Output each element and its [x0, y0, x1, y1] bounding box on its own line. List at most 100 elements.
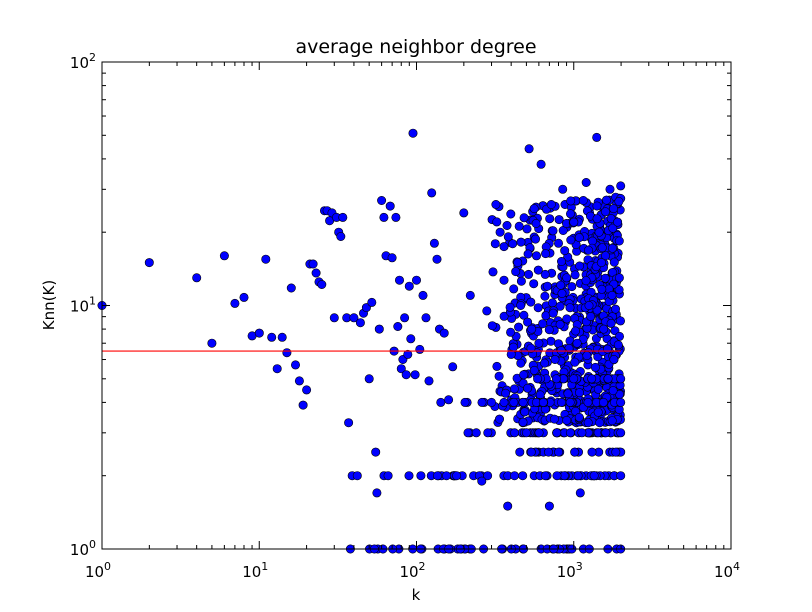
data-point: [355, 318, 365, 328]
data-point: [607, 416, 617, 426]
data-point: [570, 357, 580, 367]
data-point: [460, 397, 470, 407]
data-point: [513, 258, 523, 268]
data-point: [514, 221, 524, 231]
data-point: [503, 501, 513, 511]
data-point: [541, 249, 551, 259]
data-point: [527, 324, 537, 334]
data-point: [601, 195, 611, 205]
x-tick-label: 103: [557, 560, 583, 581]
data-point: [555, 319, 565, 329]
data-point: [519, 213, 529, 223]
data-point: [597, 284, 607, 294]
data-point: [230, 298, 240, 308]
data-point: [593, 407, 603, 417]
data-point: [601, 428, 611, 438]
data-point: [545, 214, 555, 224]
data-point: [338, 212, 348, 222]
data-point: [554, 215, 564, 225]
data-point: [609, 354, 619, 364]
data-point: [505, 302, 515, 312]
data-point: [374, 324, 384, 334]
data-point: [562, 273, 572, 283]
data-point: [535, 390, 545, 400]
data-point: [592, 214, 602, 224]
data-point: [491, 200, 501, 210]
data-point: [552, 471, 562, 481]
data-point: [311, 268, 321, 278]
data-point: [548, 308, 558, 318]
data-point: [616, 397, 626, 407]
data-point: [282, 348, 292, 358]
data-point: [523, 383, 533, 393]
data-point: [595, 418, 605, 428]
data-point: [574, 388, 584, 398]
data-point: [372, 488, 382, 498]
data-point: [533, 374, 543, 384]
data-point: [608, 386, 618, 396]
data-point: [615, 316, 625, 326]
y-tick-label: 101: [70, 295, 96, 316]
x-tick-label: 104: [714, 560, 740, 581]
data-point: [596, 258, 606, 268]
data-point: [599, 324, 609, 334]
x-tick-label: 102: [399, 560, 425, 581]
data-point: [543, 447, 553, 457]
data-point: [371, 447, 381, 457]
x-tick-labels: 100 101 102 103 104: [85, 560, 740, 581]
data-point: [329, 313, 339, 323]
data-point: [523, 317, 533, 327]
data-point: [616, 428, 626, 438]
data-point: [544, 501, 554, 511]
data-point: [574, 233, 584, 243]
data-point: [526, 343, 536, 353]
data-point: [566, 196, 576, 206]
data-point: [582, 351, 592, 361]
data-point: [553, 238, 563, 248]
data-point: [515, 447, 525, 457]
data-point: [509, 384, 519, 394]
data-point: [616, 471, 626, 481]
data-point: [565, 397, 575, 407]
data-point: [614, 273, 624, 283]
y-axis-label: Knn(K): [40, 280, 58, 330]
data-point: [581, 178, 591, 188]
axes-frame: [101, 61, 732, 550]
data-point: [394, 275, 404, 285]
data-point: [261, 254, 271, 264]
data-point: [600, 273, 610, 283]
data-point: [600, 251, 610, 261]
data-point: [573, 471, 583, 481]
data-point: [418, 290, 428, 300]
data-point: [600, 207, 610, 217]
data-point: [432, 471, 442, 481]
data-point: [514, 322, 524, 332]
data-point: [583, 245, 593, 255]
data-point: [529, 204, 539, 214]
data-point: [616, 374, 626, 384]
data-point: [503, 232, 513, 242]
data-point: [570, 447, 580, 457]
data-point: [516, 358, 526, 368]
data-point: [239, 292, 249, 302]
data-point: [404, 471, 414, 481]
data-point: [415, 344, 425, 354]
data-point: [534, 338, 544, 348]
data-point: [424, 376, 434, 386]
data-point: [572, 338, 582, 348]
data-point: [562, 415, 572, 425]
data-point: [344, 418, 354, 428]
data-point: [406, 334, 416, 344]
data-point: [554, 447, 564, 457]
data-point: [520, 407, 530, 417]
data-point: [516, 237, 526, 247]
data-point: [524, 269, 534, 279]
data-point: [302, 385, 312, 395]
data-point: [483, 428, 493, 438]
data-point: [492, 217, 502, 227]
data-point: [530, 234, 540, 244]
data-point: [565, 209, 575, 219]
data-point: [404, 281, 414, 291]
data-point: [560, 246, 570, 256]
data-point: [477, 397, 487, 407]
